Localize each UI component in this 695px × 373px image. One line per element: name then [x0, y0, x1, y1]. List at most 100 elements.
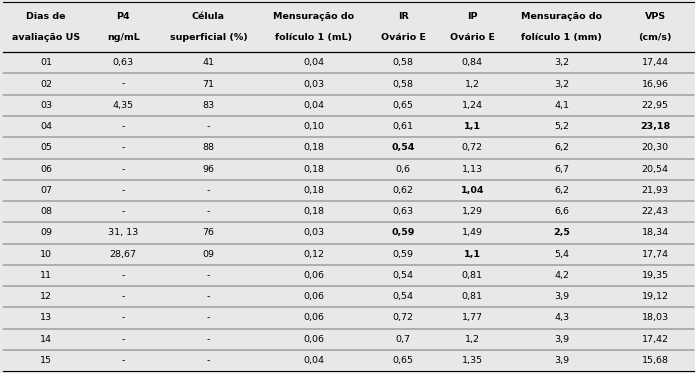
Text: -: - — [122, 122, 125, 131]
Text: Célula: Célula — [192, 12, 225, 21]
Text: 10: 10 — [40, 250, 52, 259]
Text: 0,63: 0,63 — [393, 207, 414, 216]
Text: Mensuração do: Mensuração do — [273, 12, 354, 21]
Text: 71: 71 — [202, 79, 215, 89]
Text: -: - — [207, 292, 210, 301]
Text: 01: 01 — [40, 58, 52, 68]
Text: superficial (%): superficial (%) — [170, 33, 247, 42]
Text: folículo 1 (mm): folículo 1 (mm) — [521, 33, 602, 42]
Text: 0,6: 0,6 — [396, 164, 411, 174]
Text: 0,54: 0,54 — [393, 271, 414, 280]
Text: 96: 96 — [202, 164, 215, 174]
Text: 12: 12 — [40, 292, 52, 301]
Text: 0,18: 0,18 — [304, 207, 325, 216]
Text: 0,03: 0,03 — [304, 79, 325, 89]
Text: 0,03: 0,03 — [304, 228, 325, 238]
Text: (cm/s): (cm/s) — [638, 33, 672, 42]
Text: -: - — [122, 186, 125, 195]
Text: -: - — [207, 186, 210, 195]
Text: 02: 02 — [40, 79, 52, 89]
Text: IP: IP — [467, 12, 477, 21]
Text: 0,54: 0,54 — [393, 292, 414, 301]
Text: 05: 05 — [40, 143, 52, 153]
Text: -: - — [207, 122, 210, 131]
Text: avaliação US: avaliação US — [12, 33, 80, 42]
Text: 6,2: 6,2 — [554, 143, 569, 153]
Text: 0,06: 0,06 — [304, 271, 325, 280]
Text: 22,43: 22,43 — [641, 207, 669, 216]
Text: -: - — [122, 271, 125, 280]
Text: -: - — [122, 143, 125, 153]
Text: 5,2: 5,2 — [554, 122, 569, 131]
Text: 0,18: 0,18 — [304, 164, 325, 174]
Text: 17,74: 17,74 — [641, 250, 669, 259]
Text: Ovário E: Ovário E — [450, 33, 495, 42]
Text: 0,04: 0,04 — [304, 58, 325, 68]
Text: VPS: VPS — [644, 12, 666, 21]
Text: 1,35: 1,35 — [461, 356, 483, 365]
Text: 83: 83 — [202, 101, 215, 110]
Text: 1,24: 1,24 — [462, 101, 483, 110]
Text: 0,54: 0,54 — [392, 143, 415, 153]
Text: 0,84: 0,84 — [462, 58, 483, 68]
Text: 0,72: 0,72 — [393, 313, 414, 323]
Text: 1,04: 1,04 — [461, 186, 484, 195]
Text: 0,61: 0,61 — [393, 122, 414, 131]
Text: 28,67: 28,67 — [110, 250, 137, 259]
Text: 0,18: 0,18 — [304, 143, 325, 153]
Text: 22,95: 22,95 — [641, 101, 669, 110]
Text: 4,35: 4,35 — [113, 101, 134, 110]
Text: -: - — [207, 271, 210, 280]
Text: 3,2: 3,2 — [554, 58, 569, 68]
Text: 0,81: 0,81 — [462, 292, 483, 301]
Text: 4,3: 4,3 — [554, 313, 569, 323]
Text: -: - — [122, 164, 125, 174]
Text: 0,65: 0,65 — [393, 356, 414, 365]
Text: ng/mL: ng/mL — [107, 33, 140, 42]
Text: Dias de: Dias de — [26, 12, 66, 21]
Text: 1,49: 1,49 — [462, 228, 483, 238]
Text: 4,2: 4,2 — [554, 271, 569, 280]
Text: 09: 09 — [202, 250, 215, 259]
Text: 5,4: 5,4 — [554, 250, 569, 259]
Text: -: - — [122, 292, 125, 301]
Text: 06: 06 — [40, 164, 52, 174]
Text: 6,6: 6,6 — [554, 207, 569, 216]
Text: 03: 03 — [40, 101, 52, 110]
Text: -: - — [122, 313, 125, 323]
Text: -: - — [207, 335, 210, 344]
Text: 0,62: 0,62 — [393, 186, 414, 195]
Text: 2,5: 2,5 — [553, 228, 570, 238]
Text: -: - — [122, 356, 125, 365]
Text: 0,06: 0,06 — [304, 313, 325, 323]
Text: 15,68: 15,68 — [641, 356, 669, 365]
Text: 1,13: 1,13 — [461, 164, 483, 174]
Text: 08: 08 — [40, 207, 52, 216]
Text: P4: P4 — [117, 12, 130, 21]
Text: -: - — [207, 313, 210, 323]
Text: 15: 15 — [40, 356, 52, 365]
Text: 76: 76 — [202, 228, 215, 238]
Text: 23,18: 23,18 — [640, 122, 670, 131]
Text: 0,18: 0,18 — [304, 186, 325, 195]
Text: 18,34: 18,34 — [641, 228, 669, 238]
Text: 18,03: 18,03 — [641, 313, 669, 323]
Text: 20,54: 20,54 — [641, 164, 669, 174]
Text: 0,81: 0,81 — [462, 271, 483, 280]
Text: IR: IR — [398, 12, 409, 21]
Text: -: - — [122, 207, 125, 216]
Text: 0,06: 0,06 — [304, 292, 325, 301]
Text: 3,9: 3,9 — [554, 335, 569, 344]
Text: 1,1: 1,1 — [464, 250, 481, 259]
Text: -: - — [207, 207, 210, 216]
Text: 0,59: 0,59 — [393, 250, 414, 259]
Text: 3,9: 3,9 — [554, 356, 569, 365]
Text: 19,12: 19,12 — [641, 292, 669, 301]
Text: 04: 04 — [40, 122, 52, 131]
Text: 0,10: 0,10 — [304, 122, 325, 131]
Text: 0,7: 0,7 — [396, 335, 411, 344]
Text: 21,93: 21,93 — [641, 186, 669, 195]
Text: 16,96: 16,96 — [641, 79, 669, 89]
Text: 0,04: 0,04 — [304, 356, 325, 365]
Text: 0,12: 0,12 — [304, 250, 325, 259]
